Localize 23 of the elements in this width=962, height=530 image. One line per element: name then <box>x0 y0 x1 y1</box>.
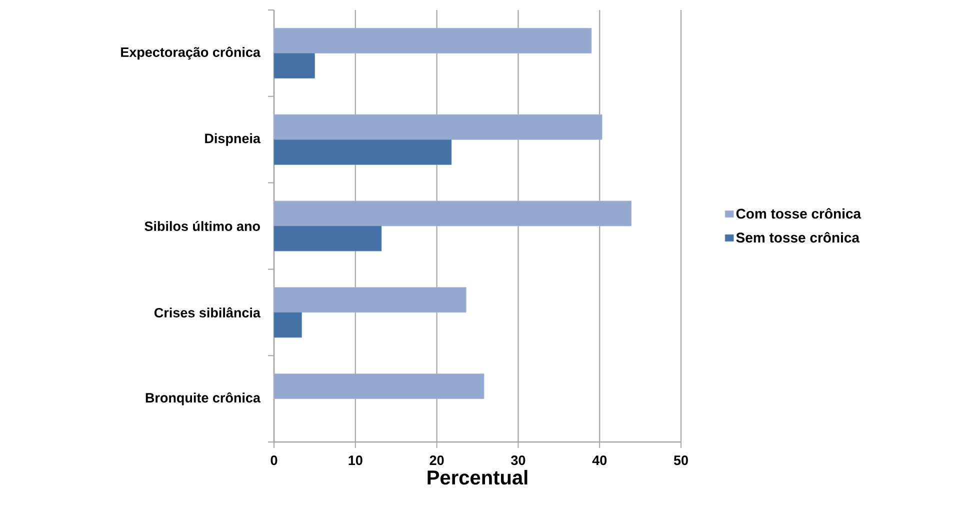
bar <box>274 374 484 400</box>
x-tick-label: 30 <box>511 456 526 466</box>
y-tick-label: Expectoração crônica <box>121 46 261 60</box>
bar <box>274 53 315 78</box>
x-axis-title: Percentual <box>428 470 528 485</box>
x-tick-label: 40 <box>592 456 607 466</box>
y-tick-label: Dispneia <box>205 133 261 146</box>
x-tick-label: 20 <box>430 456 444 466</box>
bar <box>274 139 452 165</box>
y-tick-label: Bronquite crônica <box>146 392 261 406</box>
x-tick-label: 10 <box>348 456 362 466</box>
bar <box>274 312 302 338</box>
bar <box>274 287 466 313</box>
legend-label: Sem tosse crônica <box>736 232 860 243</box>
bar <box>274 226 382 252</box>
bar <box>274 28 592 54</box>
x-tick-label: 0 <box>270 456 278 466</box>
bar <box>274 200 632 226</box>
y-tick-label: Sibilos último ano <box>144 220 260 232</box>
bar <box>274 114 602 140</box>
legend-label: Com tosse crônica <box>736 208 862 219</box>
y-tick-label: Crises sibilância <box>154 307 261 318</box>
x-tick-label: 50 <box>674 456 688 466</box>
